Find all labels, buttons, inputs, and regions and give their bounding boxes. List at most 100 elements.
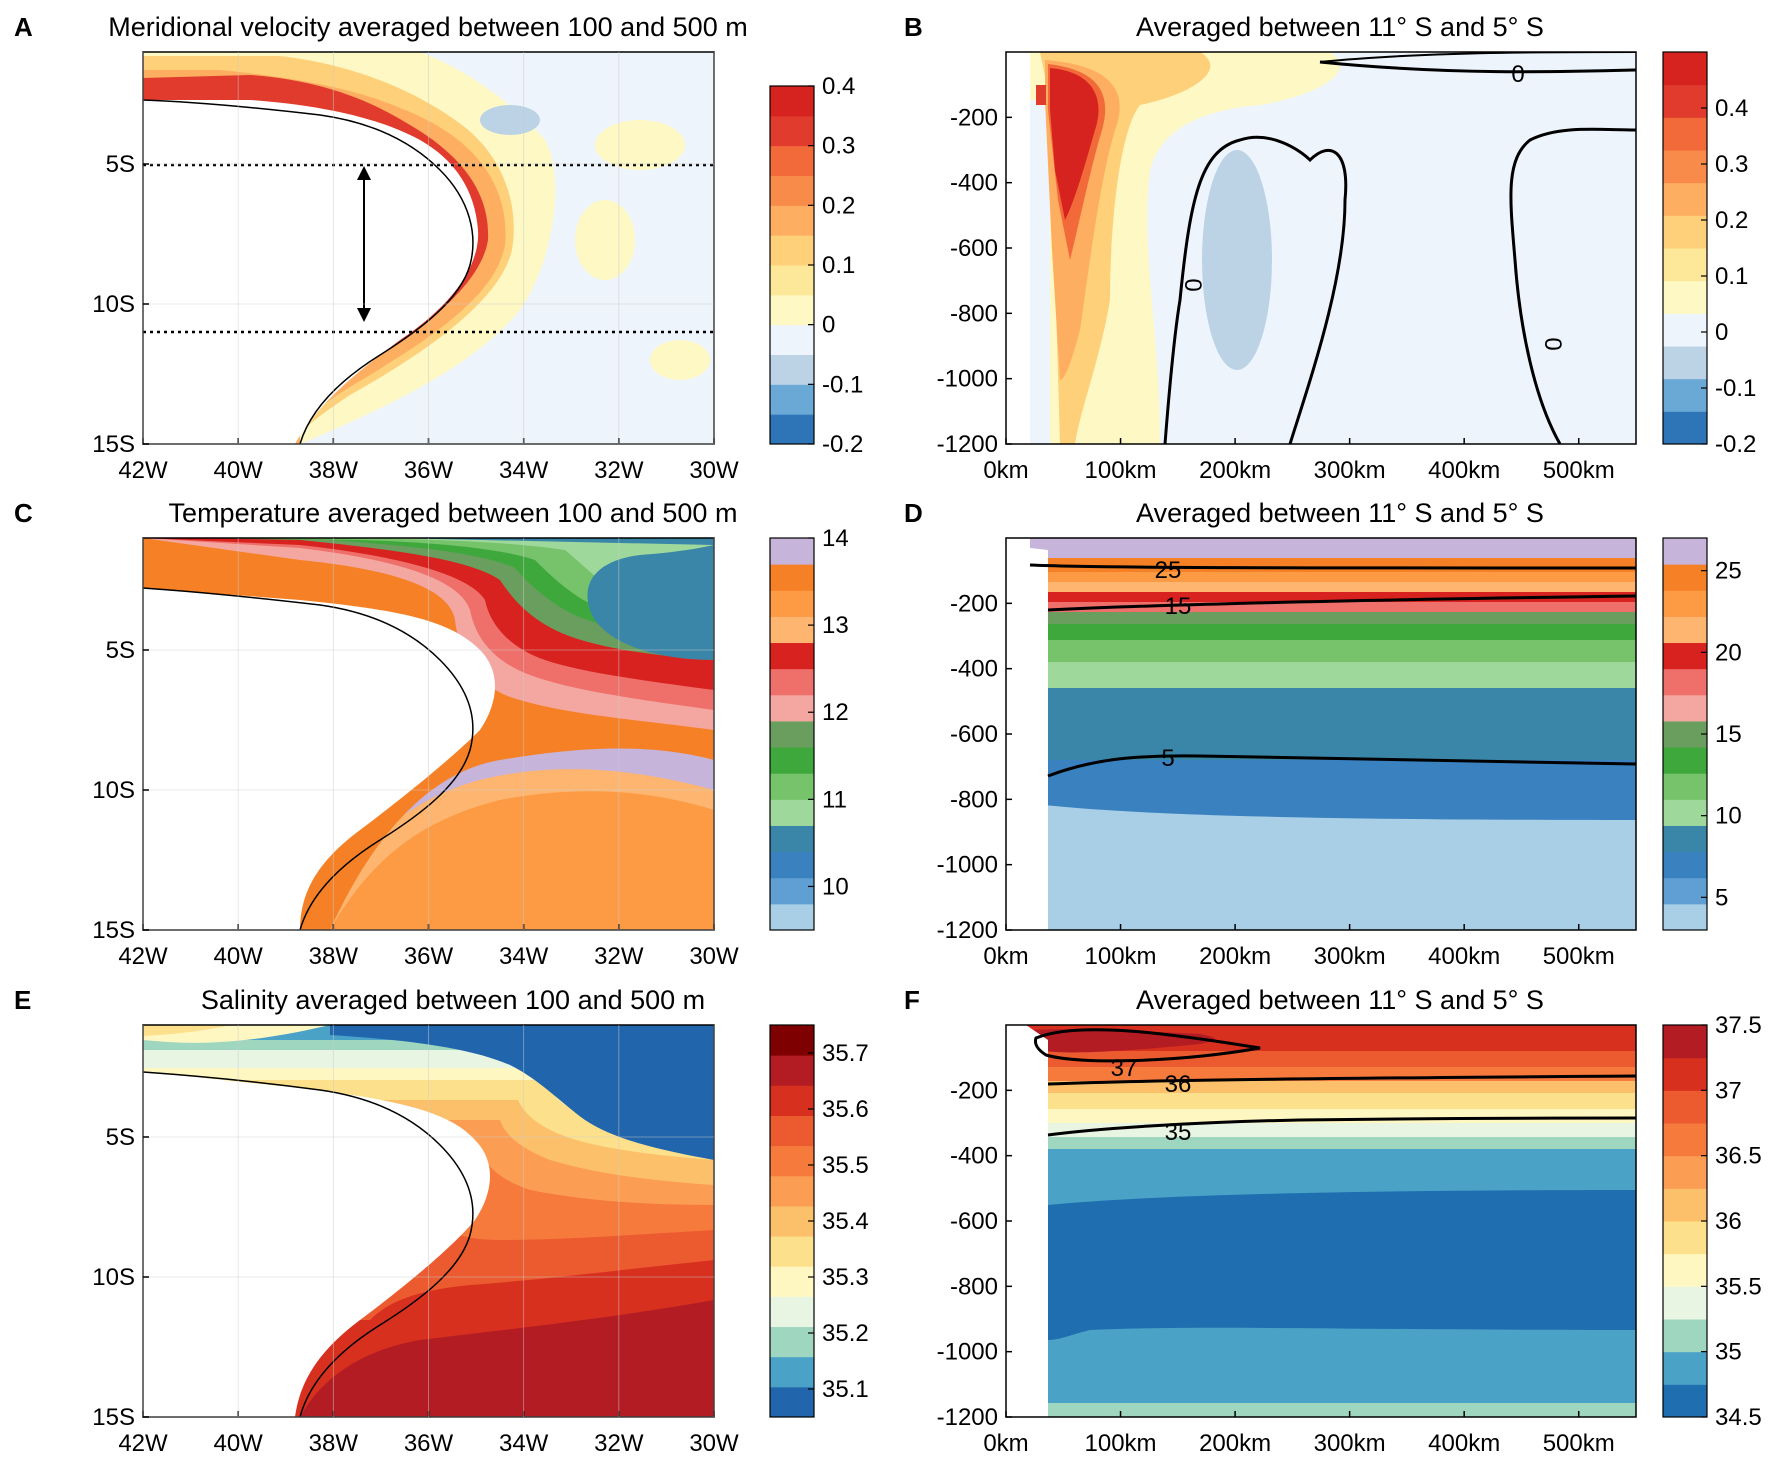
panel-e-x-tick-label: 40W: [213, 1430, 263, 1457]
panel-e-x-tick-label: 34W: [499, 1430, 549, 1457]
panel-d-axis-ticks: 0km 100km 200km 300km 400km 500km -200 -400 -600…: [937, 590, 1615, 970]
panel-b-x-tick-label: 200km: [1199, 457, 1271, 484]
panel-c-y-tick-label: 5S: [106, 637, 135, 664]
panel-b-y-tick-label: -200: [950, 104, 998, 131]
panel-f-colorbar-segment: [1663, 1057, 1707, 1091]
panel-f-colorbar-tick-label: 36: [1715, 1208, 1742, 1235]
panel-d-colorbar-segment: [1663, 851, 1707, 879]
panel-b-colorbar-segment: [1663, 248, 1707, 282]
panel-f-colorbar-tick-label: 34.5: [1715, 1404, 1762, 1431]
panel-a-colorbar-tick-label: 0: [822, 312, 835, 339]
panel-b-colorbar-segment: [1663, 150, 1707, 184]
panel-c-colorbar-segment: [770, 642, 814, 670]
panel-c-colorbar-segment: [770, 851, 814, 879]
panel-b-y-tick-label: -1200: [937, 431, 998, 458]
panel-d-colorbar-segment: [1663, 825, 1707, 853]
panel-e-colorbar-segment: [770, 1326, 814, 1358]
panel-a-y-tick-label: 5S: [106, 151, 135, 178]
panel-e-x-tick-label: 38W: [309, 1430, 359, 1457]
panel-letter-e: E: [14, 985, 31, 1015]
panel-f-y-tick-label: -400: [950, 1143, 998, 1170]
panel-letter-b: B: [904, 12, 923, 42]
panel-b: B Averaged between 11° S and 5° S 0 0 0 …: [904, 12, 1756, 484]
panel-c-x-tick-label: 40W: [213, 943, 263, 970]
panel-b-colorbar-frame: [1662, 51, 1708, 445]
panel-b-x-tick-label: 500km: [1543, 457, 1615, 484]
panel-d-field: [1006, 538, 1636, 930]
panel-d-y-tick-label: -800: [950, 786, 998, 813]
panel-e-colorbar-tick-label: 35.5: [822, 1152, 869, 1179]
panel-f-colorbar-segment: [1663, 1188, 1707, 1222]
panel-e-x-tick-label: 36W: [404, 1430, 454, 1457]
panel-c-x-tick-label: 34W: [499, 943, 549, 970]
panel-b-colorbar-tick-label: 0.2: [1715, 207, 1748, 234]
panel-b-colorbar-segment: [1663, 313, 1707, 347]
panel-e-colorbar-segment: [770, 1386, 814, 1418]
panel-b-colorbar-tick-label: 0.4: [1715, 95, 1748, 122]
panel-b-colorbar-segment: [1663, 84, 1707, 118]
panel-d-colorbar-segment: [1663, 642, 1707, 670]
panel-e-colorbar-segment: [770, 1205, 814, 1237]
panel-e-y-tick-label: 10S: [92, 1264, 135, 1291]
panel-f-colorbar-tick-label: 37: [1715, 1077, 1742, 1104]
panel-b-y-tick-label: -1000: [937, 366, 998, 393]
panel-d-colorbar-segment: [1663, 538, 1707, 565]
panel-e-colorbar-segment: [770, 1296, 814, 1328]
panel-b-contour-label-1: 0: [1511, 61, 1524, 88]
panel-f-x-tick-label: 400km: [1428, 1430, 1500, 1457]
panel-f-colorbar-tick-label: 36.5: [1715, 1143, 1762, 1170]
panel-d-colorbar-segment: [1663, 590, 1707, 617]
panel-f-x-tick-label: 300km: [1314, 1430, 1386, 1457]
panel-a-colorbar-segment: [770, 86, 814, 117]
panel-b-x-tick-label: 400km: [1428, 457, 1500, 484]
panel-e-x-tick-label: 42W: [118, 1430, 168, 1457]
panel-e-colorbar-segment: [770, 1175, 814, 1207]
panel-f-contour-label-36: 36: [1165, 1071, 1192, 1098]
panel-d-colorbar-segment: [1663, 903, 1707, 931]
panel-d-x-tick-label: 200km: [1199, 943, 1271, 970]
panel-c-colorbar-tick-label: 10: [822, 873, 849, 900]
panel-d-x-tick-label: 0km: [983, 943, 1028, 970]
panel-a-colorbar-segment: [770, 145, 814, 176]
panel-d-colorbar-tick-label: 20: [1715, 639, 1742, 666]
panel-f-y-tick-label: -200: [950, 1077, 998, 1104]
panel-d-colorbar-segment: [1663, 720, 1707, 748]
panel-d-colorbar-tick-label: 10: [1715, 803, 1742, 830]
panel-b-colorbar-segment: [1663, 52, 1707, 86]
panel-c-x-tick-label: 30W: [689, 943, 739, 970]
panel-c-colorbar-frame: [769, 537, 815, 931]
panel-b-colorbar-segment: [1663, 378, 1707, 412]
panel-c-x-tick-label: 36W: [404, 943, 454, 970]
panel-c-colorbar-segment: [770, 694, 814, 722]
panel-a-x-tick-label: 30W: [689, 457, 739, 484]
panel-d-contour-label-25: 25: [1155, 557, 1182, 584]
panel-c-colorbar-tick-label: 13: [822, 612, 849, 639]
panel-d-y-tick-label: -1200: [937, 917, 998, 944]
panel-b-x-tick-label: 300km: [1314, 457, 1386, 484]
panel-f-field: [1006, 1025, 1636, 1417]
panel-a-colorbar-segment: [770, 265, 814, 296]
panel-a-colorbar-segment: [770, 324, 814, 355]
panel-letter-a: A: [14, 12, 33, 42]
panel-e-colorbar-segment: [770, 1356, 814, 1388]
panel-b-field: [1006, 52, 1636, 444]
panel-a-colorbar-tick-label: 0.4: [822, 73, 855, 100]
panel-d-x-tick-label: 400km: [1428, 943, 1500, 970]
panel-d-colorbar-segment: [1663, 694, 1707, 722]
panel-d-y-tick-label: -1000: [937, 852, 998, 879]
panel-d-contour-label-15: 15: [1165, 593, 1192, 620]
panel-f-colorbar: 37.5 37 36.5 36 35.5 35 34.5: [1662, 1012, 1762, 1431]
panel-c-colorbar-segment: [770, 668, 814, 696]
panel-f-title: Averaged between 11° S and 5° S: [1136, 985, 1544, 1015]
panel-f-colorbar-segment: [1663, 1221, 1707, 1255]
panel-c-y-tick-label: 10S: [92, 777, 135, 804]
panel-f-colorbar-segment: [1663, 1123, 1707, 1157]
panel-f-colorbar-segment: [1663, 1384, 1707, 1418]
panel-f-contour-label-35: 35: [1165, 1119, 1192, 1146]
panel-c-colorbar-segment: [770, 825, 814, 853]
panel-a-colorbar-segment: [770, 205, 814, 236]
panel-c-colorbar-segment: [770, 877, 814, 905]
panel-b-y-tick-label: -800: [950, 300, 998, 327]
panel-a: A Meridional velocity averaged between 1…: [14, 12, 863, 484]
panel-f-x-tick-label: 100km: [1085, 1430, 1157, 1457]
